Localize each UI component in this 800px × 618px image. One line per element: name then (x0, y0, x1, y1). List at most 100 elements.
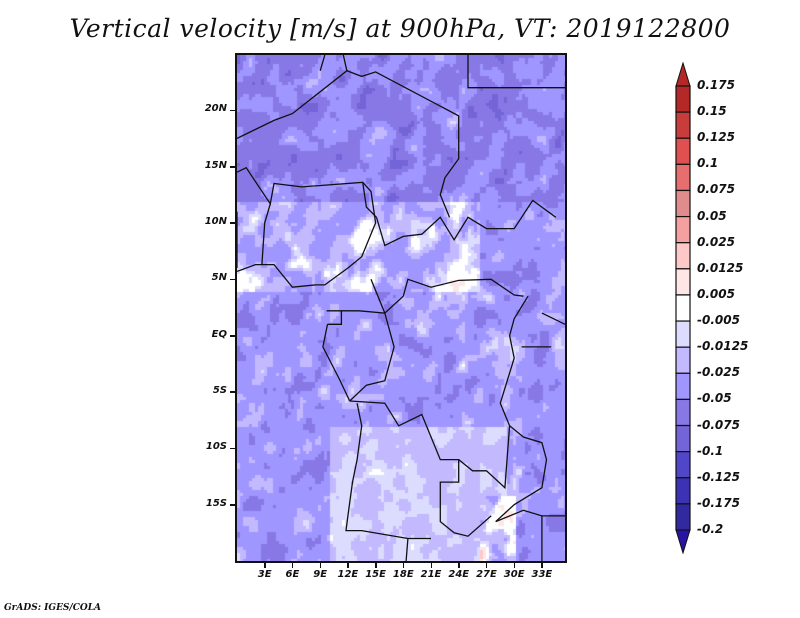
border-line (405, 538, 409, 561)
border-line (237, 70, 460, 218)
country-borders (237, 55, 565, 561)
map-panel (235, 53, 567, 563)
lat-tick (230, 335, 235, 337)
colorbar-swatch (675, 189, 691, 218)
colorbar-label: 0.1 (697, 156, 719, 171)
lon-tick-label: 9E (313, 569, 328, 580)
lon-tick (485, 563, 488, 568)
colorbar-swatch (675, 451, 691, 479)
colorbar-swatch (675, 398, 691, 427)
border-line (458, 295, 529, 490)
colorbar-swatch (675, 137, 691, 165)
lat-tick-label: 10N (204, 215, 227, 227)
lat-tick (230, 222, 235, 224)
border-line (327, 310, 343, 325)
colorbar-label: -0.025 (697, 365, 740, 380)
lon-tick-label: 15E (365, 569, 386, 580)
border-line (319, 55, 326, 71)
colorbar-label: -0.125 (697, 469, 740, 484)
border-line (261, 203, 271, 265)
colorbar-label: 0.005 (697, 286, 735, 301)
colorbar-label: 0.075 (697, 182, 735, 197)
border-line (237, 166, 377, 218)
colorbar-label: -0.1 (697, 443, 724, 458)
colorbar-swatch (675, 163, 691, 192)
lat-tick-label: 5S (212, 384, 227, 396)
lat-tick-label: 20N (204, 103, 227, 115)
border-line (349, 400, 492, 537)
lon-tick-label: 18E (392, 569, 414, 580)
colorbar-label: -0.0125 (697, 339, 749, 354)
colorbar-label: -0.075 (697, 417, 740, 432)
lat-tick (230, 109, 235, 112)
lat-tick-label: 5N (211, 272, 227, 284)
border-line (495, 509, 565, 523)
lat-tick-label: 15N (204, 159, 227, 171)
colorbar-swatch (675, 477, 691, 505)
colorbar-label: -0.05 (697, 391, 732, 406)
colorbar-swatch (675, 242, 691, 270)
colorbar-max-arrow (675, 62, 691, 87)
lon-tick-label: 6E (285, 569, 300, 580)
colorbar (675, 62, 691, 554)
lon-tick-label: 21E (420, 569, 442, 580)
lon-tick-label: 27E (476, 569, 497, 580)
lat-tick-label: 15S (205, 497, 227, 509)
colorbar-label: 0.125 (697, 130, 735, 145)
lat-tick-label: 10S (205, 441, 227, 453)
border-line (467, 55, 565, 89)
colorbar-swatch (675, 424, 691, 453)
lon-tick (541, 563, 543, 568)
lon-tick-label: 24E (448, 569, 470, 580)
colorbar-swatch (675, 503, 691, 531)
colorbar-swatch (675, 215, 691, 244)
lon-tick (375, 563, 377, 568)
lon-tick (402, 563, 405, 568)
colorbar-swatch (675, 85, 691, 113)
lon-tick (347, 563, 349, 568)
lon-tick-label: 30E (503, 569, 525, 580)
lon-tick-label: 12E (337, 569, 359, 580)
colorbar-label: 0.0125 (697, 260, 744, 275)
border-line (495, 425, 548, 523)
lon-tick-label: 3E (257, 569, 272, 580)
lat-tick (230, 504, 235, 506)
colorbar-swatch (675, 294, 691, 322)
lon-tick (319, 563, 322, 568)
border-line (326, 310, 395, 402)
colorbar-swatch (675, 320, 691, 348)
chart-title: Vertical velocity [m/s] at 900hPa, VT: 2… (69, 14, 731, 43)
colorbar-label: 0.05 (697, 208, 727, 223)
vertical-velocity-field (237, 55, 565, 561)
lat-tick (230, 391, 235, 393)
colorbar-min-arrow (675, 529, 691, 554)
grads-credit: GrADS: IGES/COLA (4, 603, 102, 613)
border-line (342, 55, 348, 71)
colorbar-label: -0.175 (697, 495, 740, 510)
lon-tick (291, 563, 294, 568)
lon-tick (264, 563, 266, 568)
colorbar-swatch (675, 346, 691, 374)
border-line (315, 181, 377, 286)
lon-tick (458, 563, 460, 568)
colorbar-label: 0.15 (697, 104, 727, 119)
colorbar-swatch (675, 111, 691, 139)
border-line (237, 263, 316, 288)
colorbar-swatch (675, 372, 691, 401)
lon-tick (513, 563, 516, 568)
colorbar-label: -0.2 (697, 522, 724, 536)
border-line (322, 324, 351, 402)
colorbar-label: -0.005 (697, 313, 740, 328)
lon-tick (430, 563, 433, 568)
lat-tick (230, 166, 235, 168)
lat-tick-label: EQ (211, 328, 227, 340)
colorbar-swatch (675, 268, 691, 296)
border-line (541, 312, 565, 325)
colorbar-label: 0.175 (697, 78, 735, 92)
border-line (375, 199, 557, 247)
lat-tick (230, 447, 235, 450)
lat-tick (230, 278, 235, 281)
border-line (345, 403, 431, 540)
border-line (370, 278, 524, 315)
colorbar-label: 0.025 (697, 234, 735, 249)
